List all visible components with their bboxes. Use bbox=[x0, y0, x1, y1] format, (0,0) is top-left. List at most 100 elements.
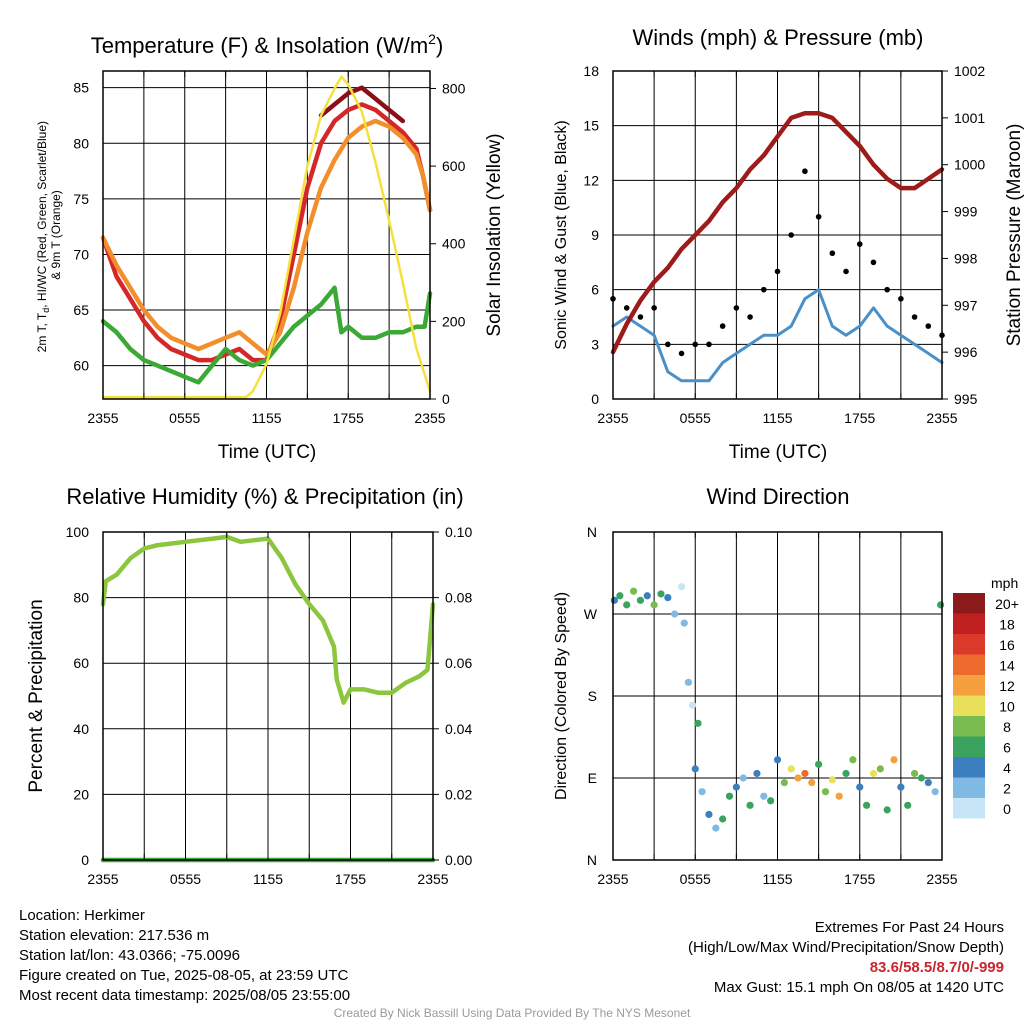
colorbar-label: 8 bbox=[1003, 719, 1011, 735]
winds-ytick-right-label: 999 bbox=[954, 204, 978, 220]
winds-gust-point bbox=[870, 259, 877, 266]
credit-text: Created By Nick Bassill Using Data Provi… bbox=[333, 1006, 691, 1020]
wind-direction-point bbox=[849, 756, 857, 764]
wind-direction-point bbox=[842, 769, 850, 778]
temperature-ytick-label: 60 bbox=[73, 358, 89, 374]
colorbar-swatch bbox=[953, 613, 985, 634]
temperature-panel: Temperature (F) & Insolation (W/m2) 2355… bbox=[35, 31, 505, 463]
winds-ytick-label: 12 bbox=[583, 172, 599, 188]
wind-direction-point bbox=[732, 783, 740, 791]
speed-colorbar: mph 20+ 18 16 14 12 10 8 6 4 2 0 bbox=[953, 575, 1019, 819]
temperature-ytick-right-label: 0 bbox=[442, 391, 450, 407]
recent-data-text: Most recent data timestamp: 2025/08/05 2… bbox=[19, 987, 351, 1004]
humidity-line-relative-humidity bbox=[100, 534, 436, 705]
winds-ytick-right-label: 995 bbox=[954, 391, 978, 407]
wind-direction-point bbox=[657, 590, 665, 598]
wind-direction-point bbox=[904, 801, 912, 809]
winds-gust-point bbox=[884, 286, 890, 293]
wind-direction-chart-title: Wind Direction bbox=[706, 484, 849, 509]
colorbar-unit: mph bbox=[991, 575, 1018, 591]
winds-gust-point bbox=[815, 213, 822, 220]
winds-line-station-pressure bbox=[610, 110, 945, 355]
wind-direction-point bbox=[616, 592, 624, 600]
wind-direction-point bbox=[636, 596, 645, 604]
wind-direction-point bbox=[917, 774, 926, 782]
wind-direction-point bbox=[623, 601, 631, 609]
winds-gust-point bbox=[665, 341, 671, 348]
wind-direction-point bbox=[684, 678, 692, 686]
temperature-xtick-label: 2355 bbox=[414, 410, 445, 426]
temperature-xtick-label: 1755 bbox=[333, 410, 364, 426]
winds-ticks: 2355 0555 1155 1755 2355 0 3 6 9 12 15 18 995 996 997 9… bbox=[583, 63, 985, 426]
humidity-ytick-label: 0 bbox=[81, 852, 89, 868]
winds-xtick-label: 1755 bbox=[844, 410, 875, 426]
winds-ytick-label: 6 bbox=[591, 282, 599, 298]
temperature-ytick-right-label: 800 bbox=[442, 80, 466, 96]
wind-direction-ylabel: Direction (Colored By Speed) bbox=[553, 592, 570, 800]
humidity-ytick-label: 100 bbox=[66, 524, 90, 540]
winds-grid bbox=[613, 71, 942, 399]
wind-direction-point bbox=[767, 797, 775, 805]
humidity-xtick-label: 1755 bbox=[335, 871, 366, 887]
winds-gust-point bbox=[692, 341, 699, 348]
humidity-ytick-right-label: 0.10 bbox=[445, 524, 472, 540]
winds-ytick-right-label: 1002 bbox=[954, 63, 985, 79]
wind-direction-point bbox=[808, 778, 816, 787]
wind-direction-point bbox=[664, 594, 672, 602]
winds-ytick-right-label: 1001 bbox=[954, 110, 985, 126]
winds-ytick-label: 18 bbox=[583, 63, 599, 79]
winds-xtick-label: 2355 bbox=[926, 410, 957, 426]
wind-direction-point bbox=[698, 788, 706, 796]
wind-direction-xtick-label: 1755 bbox=[844, 871, 875, 887]
winds-gust-point bbox=[747, 314, 753, 320]
wind-direction-point bbox=[746, 801, 754, 809]
wind-direction-point bbox=[815, 760, 823, 768]
humidity-xtick-label: 2355 bbox=[87, 871, 118, 887]
winds-gust-point bbox=[843, 268, 849, 275]
winds-gust-point bbox=[706, 341, 712, 348]
wind-direction-point bbox=[869, 769, 878, 778]
winds-ytick-right-label: 996 bbox=[954, 344, 978, 360]
extremes-title: Extremes For Past 24 Hours bbox=[814, 919, 1004, 936]
wind-direction-ytick-label: N bbox=[587, 524, 597, 540]
humidity-chart-title: Relative Humidity (%) & Precipitation (i… bbox=[66, 484, 463, 509]
humidity-ytick-label: 80 bbox=[73, 590, 89, 606]
colorbar-swatch bbox=[953, 716, 985, 737]
winds-gust-point bbox=[760, 286, 767, 293]
colorbar-swatch bbox=[953, 654, 985, 675]
extremes-info: Extremes For Past 24 Hours (High/Low/Max… bbox=[688, 918, 1004, 998]
winds-xtick-label: 2355 bbox=[597, 410, 628, 426]
winds-ytick-right-label: 998 bbox=[954, 250, 978, 266]
winds-ytick-right-label: 1000 bbox=[954, 157, 985, 173]
wind-direction-point bbox=[725, 792, 734, 800]
colorbar-label: 12 bbox=[999, 678, 1015, 694]
wind-direction-point bbox=[712, 824, 720, 832]
station-info: Location: Herkimer Station elevation: 21… bbox=[19, 906, 350, 1006]
colorbar-swatch bbox=[953, 675, 985, 696]
winds-ytick-label: 0 bbox=[591, 391, 599, 407]
winds-gust-point bbox=[637, 314, 644, 320]
created-text: Figure created on Tue, 2025-08-05, at 23… bbox=[19, 967, 349, 984]
winds-gust-point bbox=[856, 241, 863, 247]
humidity-xtick-label: 2355 bbox=[417, 871, 448, 887]
colorbar-swatch bbox=[953, 695, 985, 716]
colorbar-swatch bbox=[953, 757, 985, 778]
extremes-values: 83.6/58.5/8.7/0/-999 bbox=[869, 959, 1004, 976]
wind-direction-point bbox=[643, 592, 651, 600]
wind-direction-xtick-label: 2355 bbox=[597, 871, 628, 887]
winds-gust-point bbox=[925, 323, 932, 329]
humidity-ytick-label: 20 bbox=[73, 786, 89, 802]
winds-gust-point bbox=[651, 305, 657, 311]
wind-direction-point bbox=[821, 788, 830, 796]
wind-direction-point bbox=[910, 769, 919, 778]
wind-direction-point bbox=[931, 788, 939, 796]
location-text: Location: Herkimer bbox=[19, 907, 145, 924]
colorbar-swatch bbox=[953, 593, 985, 614]
humidity-ytick-right-label: 0.08 bbox=[445, 590, 472, 606]
winds-gust-point bbox=[719, 323, 726, 329]
temperature-ylabel: 2m T, Td, HI/WC (Red, Green, Scarlet/Blu… bbox=[35, 118, 63, 353]
humidity-grid bbox=[103, 532, 433, 860]
colorbar-label: 10 bbox=[999, 699, 1015, 715]
winds-gust-point bbox=[911, 314, 918, 320]
